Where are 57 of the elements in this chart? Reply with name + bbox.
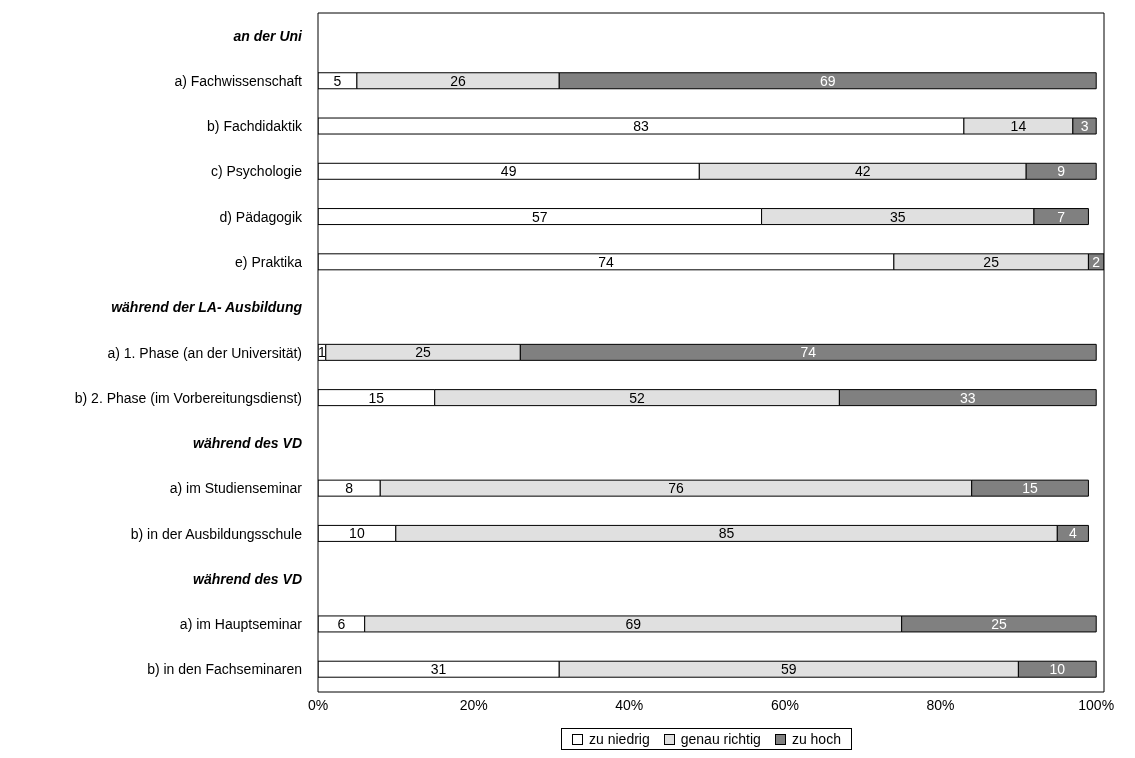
- y-tick-label: d) Pädagogik: [219, 208, 303, 225]
- data-label: 85: [718, 525, 735, 542]
- data-label: 31: [430, 661, 447, 678]
- y-tick-label: b) in der Ausbildungsschule: [130, 525, 303, 542]
- y-tick-label: während des VD: [193, 435, 302, 452]
- x-tick-label: 40%: [615, 696, 644, 713]
- data-label: 76: [668, 480, 684, 497]
- data-label: 3: [1080, 117, 1089, 134]
- data-label: 57: [532, 208, 548, 225]
- legend-label: zu hoch: [790, 731, 841, 747]
- data-label: 26: [450, 72, 467, 89]
- data-label: 9: [1057, 163, 1066, 180]
- y-tick-label: während der LA- Ausbildung: [111, 299, 303, 316]
- data-label: 10: [1049, 661, 1066, 678]
- y-tick-label: a) im Studienseminar: [169, 480, 303, 497]
- data-label: 25: [991, 615, 1007, 632]
- data-label: 52: [629, 389, 646, 406]
- data-label: 83: [633, 117, 649, 134]
- legend-label: genau richtig: [679, 731, 761, 747]
- legend-label: zu niedrig: [588, 731, 650, 747]
- x-tick-label: 100%: [1078, 696, 1115, 713]
- data-label: 74: [598, 253, 614, 270]
- y-tick-label: während des VD: [193, 570, 302, 587]
- y-tick-label: b) Fachdidaktik: [207, 118, 303, 135]
- data-label: 7: [1057, 208, 1066, 225]
- y-tick-label: e) Praktika: [235, 253, 303, 270]
- y-tick-label: a) im Hauptseminar: [179, 616, 303, 633]
- data-label: 25: [415, 344, 432, 361]
- data-label: 69: [625, 615, 642, 632]
- x-tick-label: 0%: [307, 696, 329, 713]
- data-label: 6: [337, 615, 346, 632]
- data-label: 49: [500, 163, 517, 180]
- data-label: 59: [781, 661, 797, 678]
- data-label: 8: [345, 480, 354, 497]
- y-tick-label: an der Uni: [233, 27, 304, 44]
- data-label: 74: [800, 344, 817, 361]
- y-tick-label: a) Fachwissenschaft: [174, 72, 303, 89]
- data-label: 15: [1022, 480, 1039, 497]
- y-tick-label: a) 1. Phase (an der Universität): [107, 344, 302, 361]
- data-label: 69: [819, 72, 836, 89]
- data-label: 1: [317, 344, 326, 361]
- data-label: 42: [854, 163, 871, 180]
- x-tick-label: 20%: [459, 696, 488, 713]
- y-tick-label: b) 2. Phase (im Vorbereitungsdienst): [74, 389, 302, 406]
- data-label: 25: [983, 253, 1000, 270]
- data-label: 2: [1092, 253, 1101, 270]
- data-label: 15: [368, 389, 385, 406]
- data-label: 4: [1068, 525, 1077, 542]
- data-label: 33: [960, 389, 976, 406]
- x-tick-label: 60%: [770, 696, 799, 713]
- data-label: 35: [889, 208, 906, 225]
- x-tick-label: 80%: [926, 696, 955, 713]
- data-label: 5: [333, 72, 342, 89]
- data-label: 10: [349, 525, 365, 542]
- y-tick-label: b) in den Fachseminaren: [147, 661, 302, 678]
- y-tick-label: c) Psychologie: [210, 163, 303, 180]
- data-label: 14: [1010, 117, 1027, 134]
